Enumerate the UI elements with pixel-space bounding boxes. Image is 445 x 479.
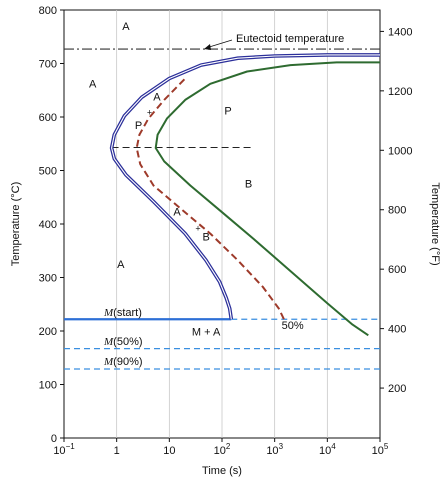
x-axis-label: Time (s) [202, 465, 242, 477]
y-axis-right-label: Temperature (°F) [429, 182, 441, 265]
curves [109, 53, 380, 337]
y-right-tick-label: 600 [388, 264, 406, 276]
y-left-tick-label: 100 [39, 380, 57, 392]
y-left-tick-label: 600 [39, 112, 57, 124]
x-tick-label: 102 [214, 442, 231, 457]
plus-marker: + [147, 108, 152, 118]
y-right-tick-label: 1400 [388, 26, 412, 38]
eutectoid-arrowhead [204, 44, 211, 50]
region-label: A [122, 21, 130, 33]
y-axis-left-label: Temperature (°C) [10, 182, 22, 266]
x-tick-label: 10 [163, 445, 175, 457]
region-label: B [245, 179, 252, 191]
y-left-tick-label: 400 [39, 219, 57, 231]
finish-curve [154, 61, 380, 337]
region-label: P [135, 120, 142, 132]
region-label: M + A [192, 326, 221, 338]
region-label: A [173, 206, 181, 218]
x-tick-label: 1 [114, 445, 120, 457]
x-tick-label: 104 [319, 442, 336, 457]
eutectoid-label: Eutectoid temperature [236, 33, 344, 45]
grid [116, 10, 328, 438]
y-left-tick-label: 500 [39, 166, 57, 178]
y-right-tick-label: 1200 [388, 86, 412, 98]
region-label: P [224, 105, 231, 117]
y-left-tick-label: 0 [51, 433, 57, 445]
x-tick-label: 103 [266, 442, 283, 457]
y-left-tick-label: 700 [39, 59, 57, 71]
y-left-tick-label: 300 [39, 273, 57, 285]
start-curve-inner [111, 54, 380, 320]
annotations: A A A P P B A B A 50% M + A + + [89, 21, 304, 338]
mstart-label: M(start) [103, 307, 142, 319]
y-right-tick-label: 200 [388, 383, 406, 395]
region-label: 50% [282, 320, 304, 332]
region-label: A [117, 259, 125, 271]
ticks: 10−1 1 10 102 103 104 105 0 100 200 300 400 500 600 70… [39, 5, 413, 457]
y-right-tick-label: 1000 [388, 145, 412, 157]
y-left-tick-label: 800 [39, 5, 57, 17]
region-label: B [202, 232, 209, 244]
y-right-tick-label: 400 [388, 324, 406, 336]
m50-label: M(50%) [103, 336, 143, 348]
x-tick-label: 105 [372, 442, 389, 457]
region-label: A [89, 79, 97, 91]
y-left-tick-label: 200 [39, 326, 57, 338]
x-tick-label: 10−1 [53, 442, 75, 457]
fifty-percent-curve [135, 77, 285, 320]
region-label: A [153, 91, 161, 103]
m90-label: M(90%) [103, 356, 143, 368]
horizontal-lines [64, 39, 380, 370]
plus-marker: + [195, 223, 200, 233]
y-right-tick-label: 800 [388, 205, 406, 217]
